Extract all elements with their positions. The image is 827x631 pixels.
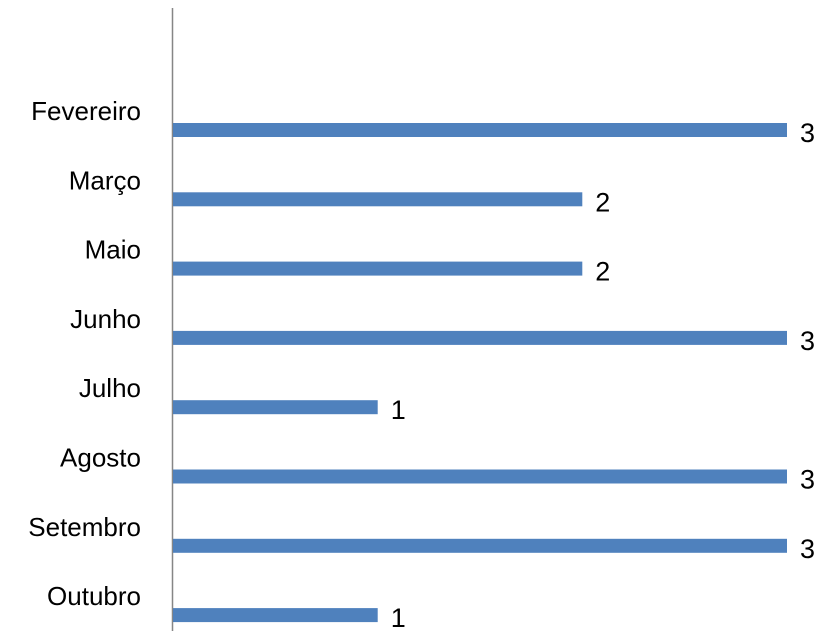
category-label-7: Setembro — [28, 512, 141, 542]
category-label-8: Outubro — [47, 581, 141, 611]
category-labels-group: Fevereiro Março Maio Junho Julho Agosto Setemb… — [28, 96, 141, 611]
category-label-1: Fevereiro — [31, 96, 141, 126]
bar-4 — [173, 330, 787, 345]
bar-7 — [173, 538, 787, 553]
bar-1 — [173, 123, 787, 137]
category-label-5: Julho — [79, 373, 141, 403]
data-label-2: 2 — [595, 187, 610, 217]
bar-6 — [173, 469, 787, 484]
data-label-3: 2 — [595, 257, 610, 287]
category-label-4: Junho — [70, 304, 141, 334]
data-label-8: 1 — [391, 603, 406, 631]
category-label-2: Março — [69, 165, 141, 195]
data-label-5: 1 — [391, 395, 406, 425]
bars-group — [173, 123, 787, 623]
category-label-3: Maio — [85, 235, 141, 265]
bar-3 — [173, 261, 583, 276]
data-label-4: 3 — [800, 326, 815, 356]
data-label-7: 3 — [800, 534, 815, 564]
bar-5 — [173, 400, 378, 415]
bar-8 — [173, 608, 378, 623]
bar-2 — [173, 192, 583, 207]
data-label-1: 3 — [800, 118, 815, 148]
category-label-6: Agosto — [60, 443, 141, 473]
data-label-6: 3 — [800, 465, 815, 495]
value-labels-group: 3 2 2 3 1 3 3 1 — [391, 118, 815, 631]
